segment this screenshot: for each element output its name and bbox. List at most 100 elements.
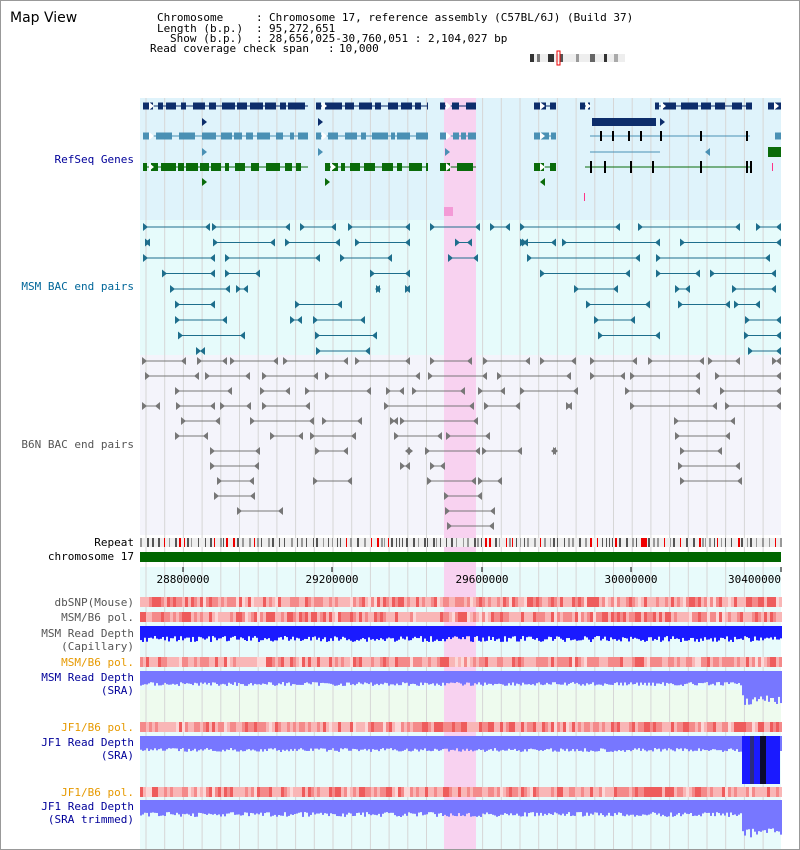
msm-capillary-depth-bar [488, 626, 490, 637]
msm-b6-pol-cell [275, 612, 278, 622]
gene-exon [457, 163, 473, 171]
jf1-b6-pol-cell [344, 722, 347, 732]
jf1-b6-pol-cell [476, 787, 479, 797]
msm-capillary-depth-bar [746, 626, 748, 638]
strand-arrow [661, 102, 666, 110]
msm-sra-depth-bar [340, 671, 342, 684]
msm-sra-depth-bar [364, 671, 366, 683]
msm-sra-depth-bar [608, 671, 610, 685]
msm-b6-pol-cell [617, 612, 620, 622]
track-label-jf1-read-depth-trimmed[interactable]: JF1 Read Depth [41, 800, 134, 813]
msm-b6-pol-cell [554, 612, 557, 622]
msm-sra-depth-bar [516, 671, 518, 684]
msm-capillary-depth-bar [372, 626, 374, 640]
jf1-sra-depth-bar [444, 736, 446, 749]
msm-b6-pol-cell [299, 612, 302, 622]
jf1-trimmed-depth-bar [334, 800, 336, 815]
msm-capillary-depth-bar [622, 626, 624, 638]
msm-bac-pair-end [562, 238, 567, 247]
track-label-msm-bac-end-pairs[interactable]: MSM BAC end pairs [21, 280, 134, 293]
jf1-sra-depth-bar [492, 736, 494, 751]
jf1-sra-depth-bar [190, 736, 192, 752]
msm-sra-depth-bar [442, 671, 444, 683]
dbsnp-density-cell [548, 597, 551, 607]
jf1-trimmed-depth-bar [156, 800, 158, 813]
msm-capillary-depth-bar [240, 626, 242, 638]
track-label-msm-b6-pol-1[interactable]: MSM/B6 pol. [61, 611, 134, 624]
msm-bac-pair-end [656, 269, 661, 278]
repeat-element [680, 538, 681, 547]
msm-b6-pol-cell [473, 657, 476, 667]
msm-capillary-depth-bar [724, 626, 726, 640]
track-label-refseq-genes[interactable]: RefSeq Genes [54, 153, 134, 166]
track-label-jf1-b6-pol-1[interactable]: JF1/B6 pol. [61, 721, 134, 734]
msm-sra-depth-bar [312, 671, 314, 683]
msm-b6-pol-cell [671, 657, 674, 667]
msm-capillary-depth-bar [216, 626, 218, 641]
jf1-sra-depth-bar [578, 736, 580, 751]
jf1-trimmed-depth-bar [178, 800, 180, 815]
msm-b6-pol-cell [347, 612, 350, 622]
dbsnp-density-cell [701, 597, 704, 607]
jf1-b6-pol-cell [527, 787, 530, 797]
jf1-trimmed-depth-bar [246, 800, 248, 813]
jf1-trimmed-depth-bar [764, 800, 766, 831]
msm-b6-pol-cell [605, 657, 608, 667]
msm-sra-depth-bar [640, 671, 642, 683]
msm-capillary-depth-bar [250, 626, 252, 641]
jf1-trimmed-depth-bar [760, 800, 762, 832]
msm-b6-pol-cell [215, 657, 218, 667]
gene-exon [590, 161, 592, 173]
msm-b6-pol-cell [245, 657, 248, 667]
msm-b6-pol-cell [518, 657, 521, 667]
msm-capillary-depth-bar [306, 626, 308, 640]
track-label-chromosome[interactable]: chromosome 17 [47, 550, 134, 563]
jf1-trimmed-depth-bar [328, 800, 330, 817]
msm-b6-pol-cell [305, 657, 308, 667]
msm-capillary-depth-bar [444, 626, 446, 642]
jf1-sra-depth-bar [296, 736, 298, 751]
msm-sra-depth-bar [174, 671, 176, 685]
track-label-msm-read-depth-capillary[interactable]: MSM Read Depth [41, 627, 134, 640]
track-label-jf1-b6-pol-2[interactable]: JF1/B6 pol. [61, 786, 134, 799]
jf1-b6-pol-cell [236, 722, 239, 732]
track-label-dbsnp[interactable]: dbSNP(Mouse) [54, 596, 134, 609]
repeat-element [512, 538, 513, 547]
gene-exon [265, 102, 276, 110]
track-label-repeat[interactable]: Repeat [94, 536, 134, 549]
track-label-msm-read-depth-sra[interactable]: MSM Read Depth [41, 671, 134, 684]
jf1-sra-depth-bar [580, 736, 582, 751]
msm-sra-depth-bar [552, 671, 554, 683]
b6n-bac-pair-end [715, 372, 720, 380]
b6n-bac-pair-end [712, 402, 717, 410]
gene-exon [221, 132, 232, 140]
jf1-b6-pol-cell [242, 722, 245, 732]
dbsnp-density-cell [776, 597, 779, 607]
jf1-sra-depth-bar [596, 736, 598, 752]
jf1-b6-pol-cell [173, 787, 176, 797]
msm-bac-pair-end [776, 347, 781, 355]
msm-capillary-depth-bar [460, 626, 462, 640]
dbsnp-density-cell [560, 597, 563, 607]
msm-sra-depth-bar [186, 671, 188, 684]
msm-sra-depth-bar [258, 671, 260, 685]
track-label-b6n-bac-end-pairs[interactable]: B6N BAC end pairs [21, 438, 134, 451]
jf1-sra-depth-bar [164, 736, 166, 751]
msm-sra-depth-bar [276, 671, 278, 686]
track-label-msm-b6-pol-2[interactable]: MSM/B6 pol. [61, 656, 134, 669]
msm-capillary-depth-bar [536, 626, 538, 639]
gene-exon [592, 118, 656, 126]
gene-exon [316, 132, 321, 140]
jf1-sra-depth-bar [582, 736, 584, 752]
msm-sra-depth-bar [584, 671, 586, 686]
msm-sra-depth-bar [396, 671, 398, 684]
msm-capillary-depth-bar [560, 626, 562, 639]
jf1-trimmed-depth-bar [382, 800, 384, 814]
repeat-element [467, 538, 469, 547]
jf1-sra-depth-bar [162, 736, 164, 751]
jf1-sra-depth-bar [180, 736, 182, 750]
msm-b6-pol-cell [206, 657, 209, 667]
track-label-jf1-read-depth-sra[interactable]: JF1 Read Depth [41, 736, 134, 749]
msm-b6-pol-cell [251, 657, 254, 667]
jf1-b6-pol-cell [683, 787, 686, 797]
